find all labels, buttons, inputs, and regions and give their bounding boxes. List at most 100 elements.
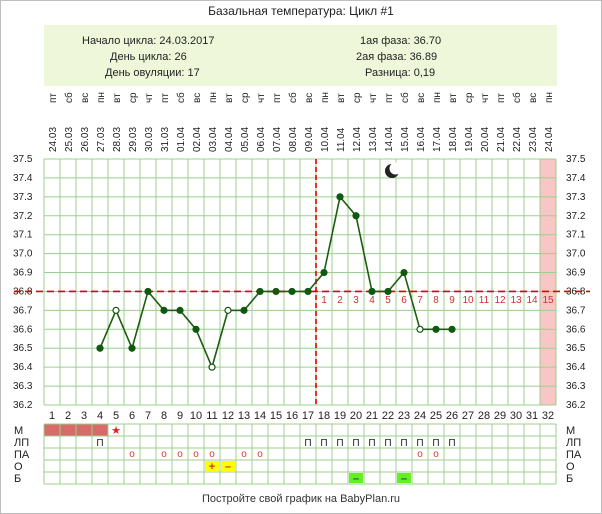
footer-link[interactable]: Постройте свой график на BabyPlan.ru [201,493,401,505]
lp-mark: П [96,438,103,449]
date-label: 14.04 [384,127,395,152]
day-number: 17 [302,410,314,422]
date-label: 18.04 [448,127,459,152]
date-label: 10.04 [320,127,331,152]
phase2-day-label: 15 [542,295,554,306]
date-label: 15.04 [400,127,411,152]
weekday-label: пт [160,93,171,103]
b-cell [349,473,363,483]
row-label-right: Б [566,473,573,485]
day-number: 15 [270,410,282,422]
date-label: 19.04 [464,127,475,152]
date-label: 21.04 [496,127,507,152]
o-cell [221,461,235,471]
date-label: 24.03 [48,127,59,152]
date-label: 06.04 [256,127,267,152]
temperature-segment [307,272,325,292]
weekday-label: пт [272,93,283,103]
y-tick-label-right: 37.0 [566,249,586,260]
day-number: 7 [145,410,151,422]
day-number: 23 [398,410,410,422]
lp-mark: П [432,438,439,449]
temperature-point [432,325,440,333]
weekday-label: пн [208,92,219,103]
day-number: 24 [414,410,426,422]
crescent-moon-icon-mask [389,162,402,175]
y-tick-label-left: 36.8 [13,286,33,297]
red-star-icon: ★ [111,425,121,437]
weekday-label: вт [224,93,235,103]
weekday-label: сб [399,92,411,103]
temperature-segment [179,309,197,330]
pa-mark: о [257,449,263,460]
day-number: 21 [366,410,378,422]
date-label: 13.04 [368,127,379,152]
y-tick-label-left: 36.4 [13,362,33,373]
pa-mark: о [177,449,183,460]
temperature-point [352,212,360,220]
y-tick-label-left: 37.1 [13,230,33,241]
phase2-day-label: 6 [401,295,407,306]
date-label: 31.03 [160,127,171,152]
date-label: 04.04 [224,127,235,152]
date-label: 08.04 [288,127,299,152]
weekday-label: пн [544,92,555,103]
weekday-label: вс [304,93,315,103]
y-tick-label-left: 36.9 [13,268,33,279]
phase2-day-label: 9 [449,295,455,306]
weekday-label: чт [256,93,267,103]
date-label: 27.03 [96,127,107,152]
temperature-point [288,287,296,296]
phase2-day-label: 4 [369,295,375,306]
phase2-avg: 2ая фаза: 36.89 [356,51,438,63]
phase2-day-label: 3 [353,295,359,306]
lp-mark: П [304,438,311,449]
weekday-label: чт [480,93,491,103]
y-tick-label-left: 36.5 [13,343,33,354]
weekday-label: вс [416,93,427,103]
temperature-point [128,344,136,352]
day-number: 14 [254,410,266,422]
date-label: 29.03 [128,127,139,152]
weekday-label: вт [336,93,347,103]
day-number: 2 [65,410,71,422]
page-title: Базальная температура: Цикл #1 [208,4,394,18]
weekday-label: сб [63,92,75,103]
temperature-segment [355,215,373,292]
row-label-left: О [14,461,23,473]
day-number: 11 [206,410,217,422]
day-number: 22 [382,410,394,422]
day-number: 9 [177,410,183,422]
b-mark: – [401,473,407,485]
weekday-label: чт [144,93,155,103]
temperature-point [416,325,424,333]
day-number: 1 [49,410,55,422]
b-mark: – [353,473,359,485]
temperature-point [240,306,248,314]
highlight-column [540,159,556,405]
y-tick-label-right: 36.2 [566,400,586,411]
y-tick-label-right: 36.5 [566,343,586,354]
temperature-point [192,325,200,333]
day-number: 19 [334,410,346,422]
temperature-segment [243,290,261,311]
temperature-segment [115,310,133,349]
row-label-left: ЛП [14,437,29,449]
temperature-segment [195,328,213,368]
y-tick-label-left: 37.3 [13,192,33,203]
menstruation-cell [76,424,92,436]
menstruation-cell [60,424,76,436]
weekday-label: вт [448,93,459,103]
pa-mark: о [209,449,215,460]
day-number: 28 [478,410,490,422]
weekday-label: ср [128,92,139,103]
pa-mark: о [161,449,167,460]
day-number: 3 [81,410,87,422]
weekday-label: вс [80,93,91,103]
day-number: 25 [430,410,442,422]
summary-box: Начало цикла: 24.03.2017 День цикла: 26 … [44,25,557,86]
y-tick-label-right: 36.3 [566,381,586,392]
date-label: 16.04 [416,127,427,152]
date-label: 30.03 [144,127,155,152]
